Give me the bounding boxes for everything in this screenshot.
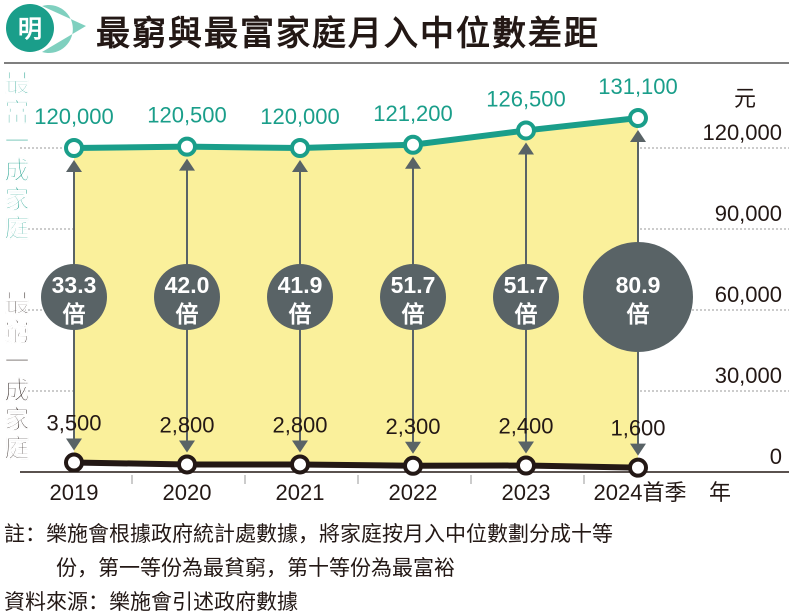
x-tick-label: 2022 xyxy=(389,480,438,505)
chart: 0 30,000 60,000 90,000 120,000 元 2019 2020 2021 2… xyxy=(4,62,789,505)
ratio-value: 33.3 xyxy=(52,272,97,298)
unit-label: 元 xyxy=(734,86,756,111)
data-label: 2,800 xyxy=(272,412,327,437)
data-point xyxy=(628,457,648,478)
data-label: 3,500 xyxy=(46,411,101,436)
data-label: 2,300 xyxy=(385,414,440,439)
arrow-up-icon xyxy=(292,160,308,172)
ratio-bubble xyxy=(154,264,220,330)
x-tick-label: 2024首季 xyxy=(594,480,687,505)
rich-series-label: 富 xyxy=(4,98,29,127)
ratio-suffix: 倍 xyxy=(176,301,199,327)
arrow-up-icon xyxy=(405,156,421,169)
arrow-up-icon xyxy=(630,130,646,143)
ratio-bubble xyxy=(583,242,693,352)
ratio-suffix: 倍 xyxy=(627,301,650,327)
ratio-value: 42.0 xyxy=(165,272,210,298)
ratio-suffix: 倍 xyxy=(63,301,86,327)
y-tick-label: 120,000 xyxy=(702,120,782,145)
x-axis-label: 年 xyxy=(709,480,731,505)
x-tick-label: 2019 xyxy=(50,480,99,505)
data-label: 126,500 xyxy=(486,86,566,111)
x-tick-label: 2020 xyxy=(163,480,212,505)
data-point xyxy=(516,120,536,141)
rich-series-label: 家 xyxy=(4,185,29,214)
y-tick-label: 30,000 xyxy=(715,363,782,388)
data-label: 131,100 xyxy=(598,74,678,99)
data-label: 120,500 xyxy=(147,103,227,128)
note-line-1: 註：樂施會根據政府統計處數據，將家庭按月入中位數劃分成十等 xyxy=(4,522,613,546)
data-point xyxy=(290,138,310,158)
arrow-down-icon xyxy=(405,441,421,454)
data-point xyxy=(177,454,197,475)
x-tick-label: 2023 xyxy=(502,480,551,505)
ratio-value: 80.9 xyxy=(616,272,661,298)
poor-line xyxy=(73,459,639,471)
data-label: 121,200 xyxy=(373,101,453,126)
ratio-value: 51.7 xyxy=(504,272,549,298)
ratio-bubble xyxy=(41,264,107,330)
area-fill xyxy=(74,118,638,468)
logo-text: 明 xyxy=(18,16,42,43)
data-label: 120,000 xyxy=(34,104,114,129)
data-point xyxy=(516,455,536,476)
data-label: 2,800 xyxy=(159,412,214,437)
chart-title: 最窮與最富家庭月入中位數差距 xyxy=(96,14,600,54)
arrow-up-icon xyxy=(66,160,82,172)
data-point xyxy=(628,108,648,129)
ratio-suffix: 倍 xyxy=(515,301,538,327)
x-tick-label: 2021 xyxy=(276,480,325,505)
rich-series-label: 庭 xyxy=(4,214,29,243)
arrow-down-icon xyxy=(66,438,82,451)
poor-series-label: 成 xyxy=(4,377,29,405)
poor-series-label: 窮 xyxy=(4,318,29,347)
y-tick-label: 60,000 xyxy=(715,282,782,307)
poor-series-label: 一 xyxy=(4,348,29,376)
y-tick-label: 0 xyxy=(770,444,782,469)
arrow-down-icon xyxy=(292,440,308,453)
arrow-down-icon xyxy=(518,441,534,454)
data-point xyxy=(290,454,310,475)
arrow-down-icon xyxy=(630,443,646,456)
poor-series-label: 庭 xyxy=(4,434,29,463)
y-tick-label: 90,000 xyxy=(715,201,782,226)
poor-series-label: 家 xyxy=(4,405,29,434)
poor-series-label: 最 xyxy=(4,290,30,318)
ratio-bubble xyxy=(493,264,559,330)
ratio-bubble xyxy=(380,264,446,330)
logo-icon: 明 xyxy=(6,4,86,53)
rich-line xyxy=(73,115,639,152)
source-note: 資料來源：樂施會引述政府數據 xyxy=(4,590,298,614)
data-point xyxy=(403,134,423,155)
data-point xyxy=(64,452,84,473)
arrow-down-icon xyxy=(179,440,195,453)
data-label: 120,000 xyxy=(260,104,340,129)
rich-series-label: 最 xyxy=(4,70,30,98)
arrow-up-icon xyxy=(518,142,534,155)
data-point xyxy=(177,136,197,157)
ratio-value: 51.7 xyxy=(391,272,436,298)
data-label: 2,400 xyxy=(498,414,553,439)
arrow-up-icon xyxy=(179,158,195,171)
data-label: 1,600 xyxy=(610,416,665,441)
rich-series-label: 成 xyxy=(4,157,29,185)
ratio-value: 41.9 xyxy=(278,272,323,298)
rich-series-label: 一 xyxy=(4,128,29,156)
data-point xyxy=(403,455,423,476)
ratio-suffix: 倍 xyxy=(289,301,312,327)
ratio-bubble xyxy=(267,264,333,330)
note-line-2: 份，第一等份為最貧窮，第十等份為最富裕 xyxy=(56,556,455,580)
ratio-suffix: 倍 xyxy=(402,301,425,327)
data-point xyxy=(64,138,84,158)
